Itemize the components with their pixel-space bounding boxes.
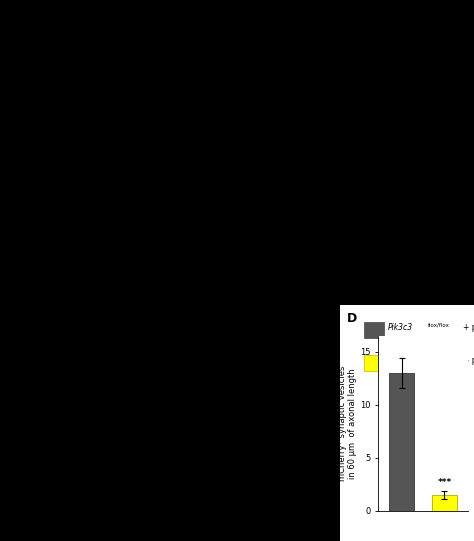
Bar <box>389 373 414 511</box>
Text: flox/flox: flox/flox <box>428 355 450 360</box>
FancyBboxPatch shape <box>364 321 384 338</box>
FancyBboxPatch shape <box>364 354 384 371</box>
Bar <box>431 495 457 511</box>
Text: D: D <box>346 312 357 325</box>
Y-axis label: mCherry⁺ synaptic vesicles
in 60 μm  of axonal length: mCherry⁺ synaptic vesicles in 60 μm of a… <box>337 366 357 481</box>
Text: + pBFP: + pBFP <box>463 323 474 332</box>
Text: + pCre-BFP: + pCre-BFP <box>463 356 474 365</box>
Text: flox/flox: flox/flox <box>428 322 450 327</box>
Text: Pik3c3: Pik3c3 <box>388 323 413 332</box>
Text: Pik3c3: Pik3c3 <box>388 356 413 365</box>
Text: ***: *** <box>438 478 452 487</box>
